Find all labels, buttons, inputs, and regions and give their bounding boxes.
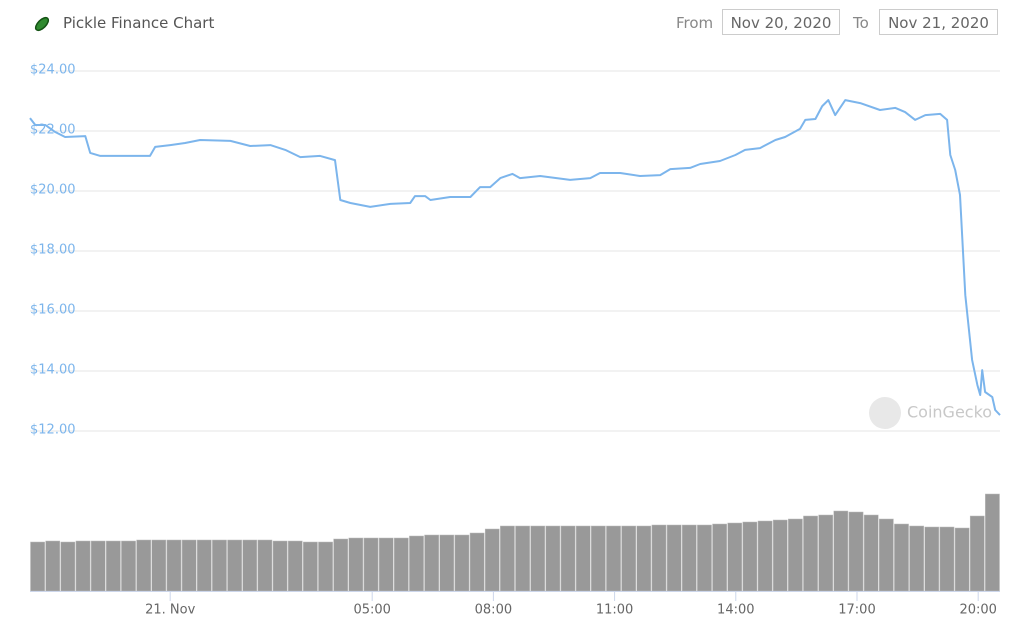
volume-bar xyxy=(924,526,940,592)
volume-bar xyxy=(939,526,955,592)
volume-bar xyxy=(969,515,985,592)
volume-bar xyxy=(454,534,470,592)
volume-bar xyxy=(439,534,455,592)
volume-bar xyxy=(318,541,333,592)
volume-bar xyxy=(333,538,349,592)
volume-bar xyxy=(242,539,258,592)
x-tick-label: 14:00 xyxy=(717,603,754,618)
x-tick-label: 08:00 xyxy=(475,603,512,618)
volume-bar xyxy=(212,539,227,592)
volume-bar xyxy=(181,539,197,592)
volume-bar xyxy=(712,523,727,592)
volume-bar xyxy=(560,525,576,592)
volume-bar xyxy=(894,523,909,592)
x-tick-label: 21. Nov xyxy=(145,603,195,618)
volume-bar xyxy=(591,525,606,592)
y-tick-label: $18.00 xyxy=(30,243,76,258)
y-tick-label: $14.00 xyxy=(30,363,76,378)
volume-bar xyxy=(545,525,561,592)
volume-bar xyxy=(757,520,773,592)
x-tick-label: 11:00 xyxy=(596,603,633,618)
volume-bar xyxy=(378,537,394,592)
from-date-input[interactable]: Nov 20, 2020 xyxy=(722,9,840,35)
volume-bar xyxy=(666,524,682,592)
from-label: From xyxy=(676,14,714,32)
watermark: CoinGecko xyxy=(907,403,992,422)
price-line xyxy=(29,99,1001,416)
y-tick-label: $22.00 xyxy=(30,123,76,138)
volume-bar xyxy=(469,532,485,592)
volume-bar xyxy=(424,534,439,592)
volume-bar xyxy=(697,524,712,592)
volume-bar xyxy=(484,528,500,592)
y-tick-label: $20.00 xyxy=(30,183,76,198)
volume-bar xyxy=(575,525,591,592)
volume-bar xyxy=(651,524,667,592)
volume-bar xyxy=(818,514,834,592)
volume-bar xyxy=(909,525,924,592)
volume-bar xyxy=(151,539,167,592)
volume-bar xyxy=(879,518,894,592)
volume-bar xyxy=(30,541,45,592)
volume-bar xyxy=(515,525,530,592)
volume-bar xyxy=(772,519,788,592)
volume-bar xyxy=(106,540,121,592)
volume-bar xyxy=(363,537,379,592)
volume-bar xyxy=(394,537,409,592)
volume-bar xyxy=(166,539,182,592)
y-tick-label: $24.00 xyxy=(30,63,76,78)
volume-bar xyxy=(287,540,303,592)
volume-bar xyxy=(272,540,288,592)
to-label: To xyxy=(853,14,869,32)
volume-bar xyxy=(75,540,91,592)
x-tick-label: 05:00 xyxy=(353,603,390,618)
volume-bar xyxy=(45,540,61,592)
volume-bar xyxy=(621,525,636,592)
y-tick-label: $12.00 xyxy=(30,423,76,438)
to-date-input[interactable]: Nov 21, 2020 xyxy=(879,9,998,35)
watermark-logo xyxy=(869,397,901,429)
volume-bar xyxy=(954,527,970,592)
volume-bar xyxy=(121,540,136,592)
volume-bar xyxy=(848,511,864,592)
volume-bar xyxy=(409,535,424,592)
pickle-icon xyxy=(34,16,50,32)
volume-bar xyxy=(863,514,879,592)
volume-bar xyxy=(681,524,697,592)
volume-bar xyxy=(788,518,803,592)
volume-bar xyxy=(530,525,546,592)
volume-bar xyxy=(833,510,849,592)
volume-bar xyxy=(742,521,758,592)
volume-bar xyxy=(60,541,76,592)
volume-bar xyxy=(348,537,364,592)
x-tick-label: 17:00 xyxy=(838,603,875,618)
volume-bar xyxy=(196,539,212,592)
volume-bar xyxy=(606,525,621,592)
chart-title: Pickle Finance Chart xyxy=(63,14,215,32)
volume-bar xyxy=(227,539,242,592)
volume-bar xyxy=(803,515,818,592)
volume-bar xyxy=(136,539,151,592)
y-tick-label: $16.00 xyxy=(30,303,76,318)
volume-bar xyxy=(303,541,318,592)
volume-bar xyxy=(727,522,743,592)
volume-bar xyxy=(500,525,515,592)
volume-bar xyxy=(257,539,273,592)
volume-bar xyxy=(90,540,106,592)
volume-bar xyxy=(985,493,1000,592)
x-tick-label: 20:00 xyxy=(959,603,996,618)
volume-bar xyxy=(636,525,652,592)
